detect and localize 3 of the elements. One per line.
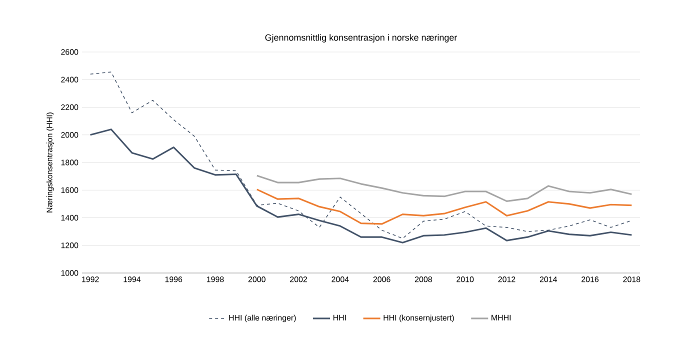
line-series: [256, 188, 632, 225]
chart-title: Gjennomsnittlig konsentrasjon i norske næringer: [265, 34, 458, 42]
line-series: [256, 174, 632, 202]
